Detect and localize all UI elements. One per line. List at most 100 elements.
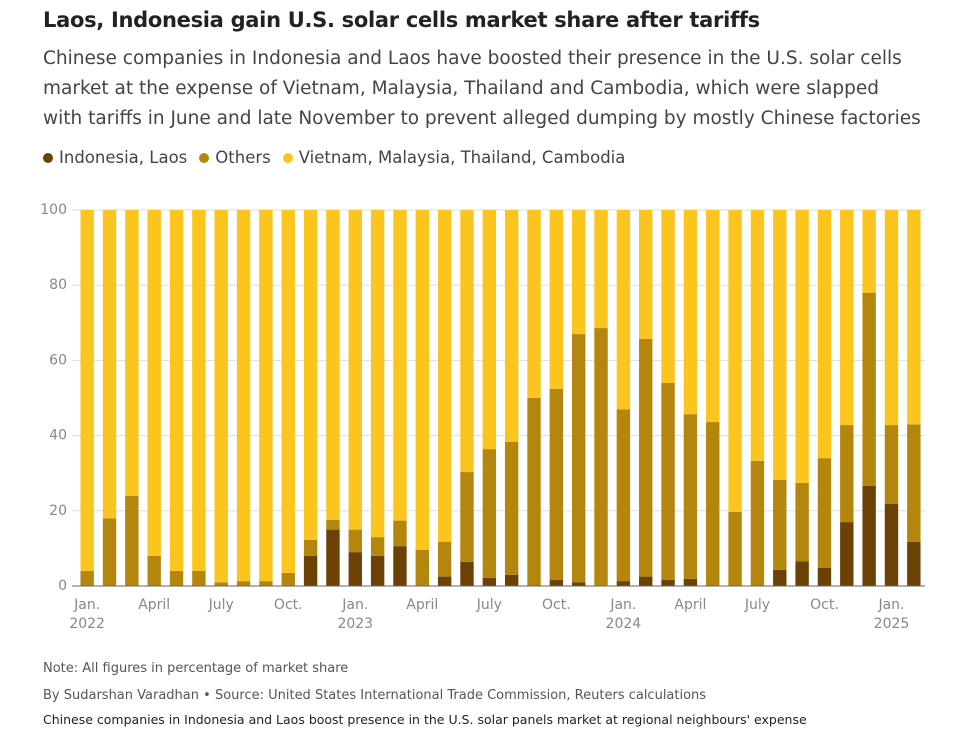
bar-segment — [348, 210, 362, 530]
bar-segment — [907, 542, 921, 586]
bar-segment — [884, 504, 899, 586]
y-tick-label: 80 — [49, 277, 67, 293]
bar-segment — [370, 555, 385, 586]
caption: Chinese companies in Indonesia and Laos … — [43, 712, 807, 727]
legend-item: Vietnam, Malaysia, Thailand, Cambodia — [282, 148, 625, 167]
bar-segment — [683, 414, 698, 579]
bar-segment — [817, 567, 832, 586]
bar-segment — [594, 328, 608, 586]
bar-segment — [504, 210, 519, 442]
source: By Sudarshan Varadhan • Source: United S… — [43, 688, 707, 703]
bar-segment — [214, 582, 228, 586]
bar-segment — [750, 210, 765, 461]
bar-segment — [527, 210, 541, 398]
bar-segment — [549, 210, 564, 389]
bar-segment — [102, 210, 117, 519]
bar-segment — [169, 210, 184, 571]
bar-segment — [795, 561, 809, 586]
bar-segment — [303, 555, 318, 586]
bar-segment — [482, 210, 497, 450]
note: Note: All figures in percentage of marke… — [43, 661, 349, 676]
bar-segment — [370, 210, 385, 538]
y-tick-label: 20 — [49, 503, 67, 519]
bar-segment — [862, 485, 876, 586]
chart-subtitle: Chinese companies in Indonesia and Laos … — [43, 48, 921, 129]
bar-segment — [192, 210, 206, 571]
bar-segment — [393, 520, 407, 547]
bar-segment — [862, 292, 876, 486]
bar-segment — [102, 518, 117, 586]
bar-segment — [437, 210, 452, 542]
bar-segment — [661, 579, 675, 586]
bar-segment — [750, 460, 765, 586]
bar-segment — [348, 529, 362, 553]
bar-segment — [639, 210, 653, 339]
bar-segment — [661, 382, 675, 580]
bar-segment — [661, 210, 675, 383]
bar-segment — [125, 495, 139, 586]
x-tick-label: April — [674, 597, 707, 613]
bar-segment — [437, 576, 452, 586]
y-tick-label: 60 — [49, 352, 67, 368]
bar-segment — [549, 388, 564, 580]
bar-segment — [728, 511, 742, 586]
x-tick-label: Jan. 2022 — [69, 597, 105, 632]
bar-segment — [504, 574, 519, 586]
bar-segment — [415, 549, 430, 586]
x-tick-label: April — [138, 597, 171, 613]
bar-segment — [259, 210, 273, 582]
bar-segment — [147, 210, 161, 556]
legend-swatch — [199, 152, 210, 163]
bar-segment — [773, 569, 787, 586]
bar-segment — [840, 522, 854, 586]
bar-segment — [437, 541, 452, 577]
bar-segment — [326, 210, 340, 520]
bar-segment — [281, 210, 295, 573]
bar-segment — [840, 425, 854, 523]
bar-segment — [683, 578, 698, 586]
bar-segment — [884, 210, 899, 426]
bar-segment — [639, 576, 653, 586]
bar-segment — [683, 210, 698, 415]
bar-segment — [214, 210, 228, 583]
bar-segment — [594, 210, 608, 329]
bar-segment — [169, 570, 184, 586]
bar-segment — [192, 570, 206, 586]
bar-segment — [706, 210, 720, 423]
bar-segment — [147, 555, 161, 586]
bar-segment — [236, 581, 251, 586]
x-tick-label: Oct. — [810, 597, 839, 613]
bar-segment — [706, 422, 720, 586]
bar-segment — [728, 210, 742, 512]
bar-segment — [460, 210, 474, 473]
bar-segment — [639, 338, 653, 577]
bar-segment — [795, 482, 809, 562]
x-tick-label: Oct. — [273, 597, 303, 613]
x-tick-label: Jan. 2025 — [873, 597, 910, 632]
x-tick-label: July — [476, 597, 502, 613]
bar-segment — [907, 210, 921, 425]
bar-segment — [303, 210, 318, 540]
bar-segment — [549, 579, 564, 586]
bar-segment — [527, 398, 541, 586]
bar-segment — [281, 572, 295, 586]
x-tick-label: July — [208, 597, 234, 613]
bar-segment — [326, 519, 340, 530]
x-tick-label: July — [744, 597, 771, 613]
bar-segment — [571, 210, 586, 335]
y-tick-label: 0 — [58, 578, 67, 594]
bar-segment — [884, 425, 899, 505]
bar-segment — [125, 210, 139, 496]
legend: Indonesia, Laos Others Vietnam, Malaysia, … — [43, 148, 625, 167]
bar-segment — [393, 210, 407, 521]
bar-segment — [482, 449, 497, 578]
bar-segment — [482, 577, 497, 586]
bar-segment — [817, 458, 832, 568]
legend-label: Others — [215, 148, 271, 167]
bar-segment — [415, 210, 430, 550]
x-tick-label: Jan. 2024 — [605, 597, 642, 632]
bar-segment — [236, 210, 251, 582]
x-tick-label: Jan. 2023 — [337, 597, 374, 632]
bar-segment — [840, 210, 854, 426]
x-tick-label: April — [406, 597, 439, 613]
